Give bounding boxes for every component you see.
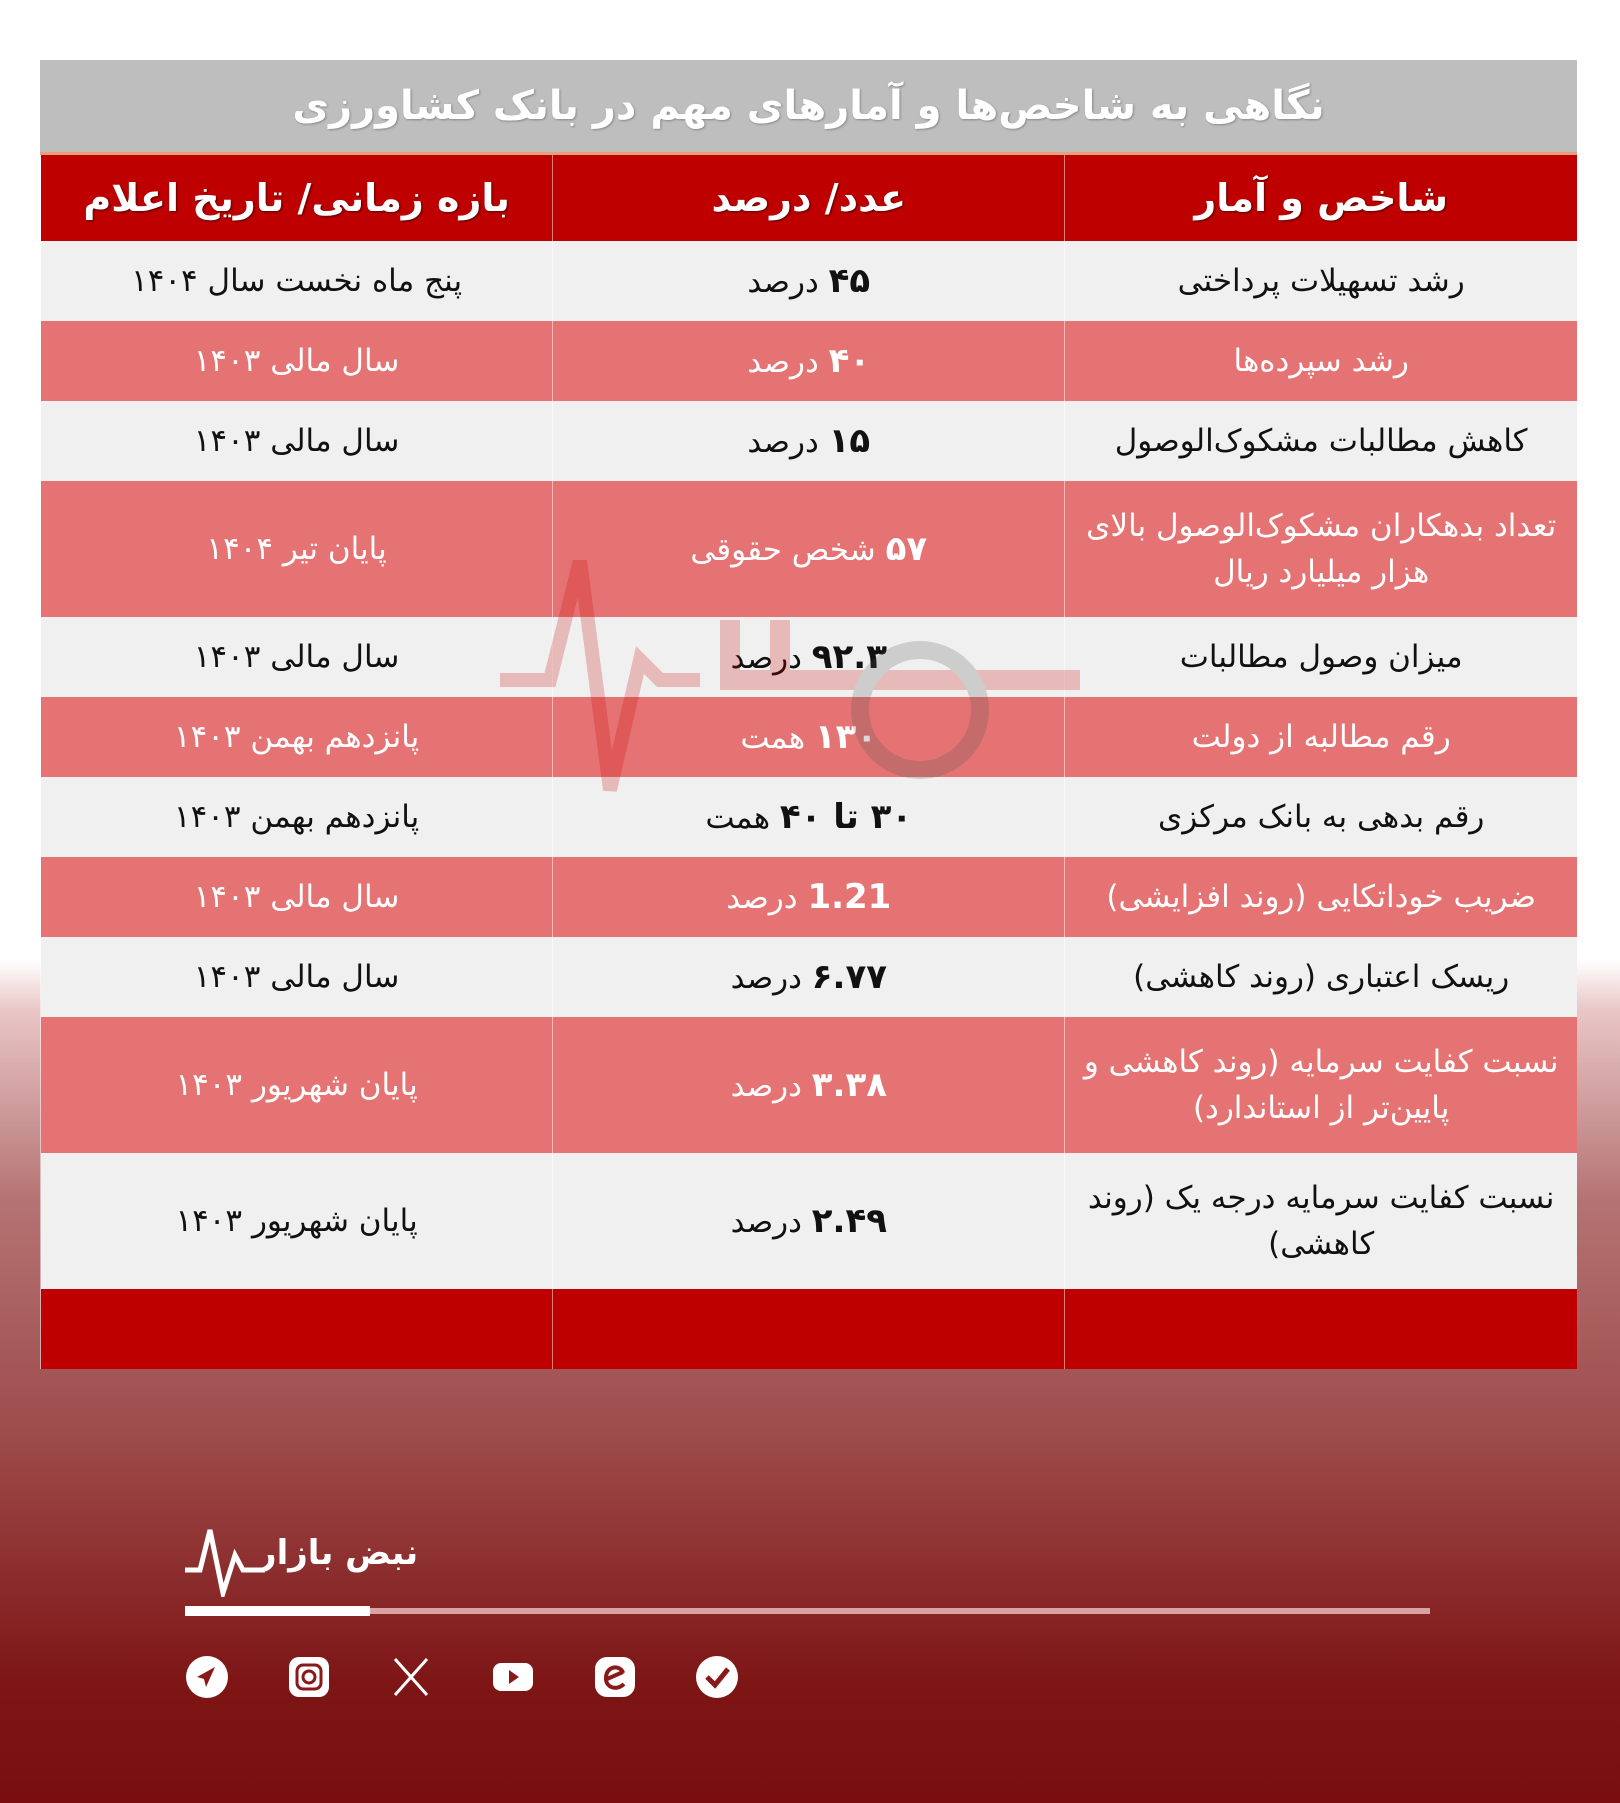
brand-name: نبض بازار (257, 1533, 419, 1573)
value-cell: ۱۵ درصد (552, 401, 1065, 481)
value-number: ۱۳۰ (814, 716, 878, 757)
value-cell: ۵۷ شخص حقوقی (552, 481, 1065, 617)
indicator-cell: رقم بدهی به بانک مرکزی (1064, 777, 1577, 857)
period-cell: سال مالی ۱۴۰۳ (39, 937, 553, 1017)
value-unit: درصد (747, 263, 819, 300)
eitaa-icon[interactable] (593, 1655, 637, 1699)
value-unit: درصد (730, 959, 802, 996)
period-cell: سال مالی ۱۴۰۳ (39, 321, 553, 401)
header-period: بازه زمانی/ تاریخ اعلام (39, 155, 553, 241)
indicator-cell: نسبت کفایت سرمایه درجه یک (روند کاهشی) (1064, 1153, 1577, 1289)
period-cell: سال مالی ۱۴۰۳ (39, 857, 553, 937)
value-cell: ۳.۳۸ درصد (552, 1017, 1065, 1153)
value-number: ۲.۴۹ (811, 1200, 887, 1241)
period-cell: سال مالی ۱۴۰۳ (39, 401, 553, 481)
value-number: ۵۷ (885, 528, 928, 569)
header-value: عدد/ درصد (552, 155, 1065, 241)
value-cell: ۴۵ درصد (552, 241, 1065, 321)
indicator-cell: کاهش مطالبات مشکوک‌الوصول (1064, 401, 1577, 481)
indicator-cell: رشد تسهیلات پرداختی (1064, 241, 1577, 321)
footer-divider-highlight (185, 1606, 370, 1616)
value-cell: ۲.۴۹ درصد (552, 1153, 1065, 1289)
period-cell: پایان شهریور ۱۴۰۳ (39, 1017, 553, 1153)
table-row: ضریب خوداتکایی (روند افزایشی) 1.21 درصد … (39, 857, 1577, 937)
footer-cell (1064, 1289, 1577, 1369)
value-unit: درصد (730, 1203, 802, 1240)
table-row: نسبت کفایت سرمایه درجه یک (روند کاهشی) ۲… (39, 1153, 1577, 1289)
table-row: رشد سپرده‌ها ۴۰ درصد سال مالی ۱۴۰۳ (39, 321, 1577, 401)
footer-cell (39, 1289, 553, 1369)
table-row: ریسک اعتباری (روند کاهشی) ۶.۷۷ درصد سال … (39, 937, 1577, 1017)
period-cell: پنج ماه نخست سال ۱۴۰۴ (39, 241, 553, 321)
table-header: شاخص و آمار عدد/ درصد بازه زمانی/ تاریخ … (39, 155, 1577, 241)
indicator-cell: رشد سپرده‌ها (1064, 321, 1577, 401)
value-unit: درصد (730, 1067, 802, 1104)
indicator-cell: ضریب خوداتکایی (روند افزایشی) (1064, 857, 1577, 937)
indicator-cell: رقم مطالبه از دولت (1064, 697, 1577, 777)
value-unit: درصد (747, 423, 819, 460)
table-row: نسبت کفایت سرمایه (روند کاهشی و پایین‌تر… (39, 1017, 1577, 1153)
value-number: 1.21 (807, 876, 892, 917)
period-cell: سال مالی ۱۴۰۳ (39, 617, 553, 697)
value-unit: درصد (747, 343, 819, 380)
x-icon[interactable] (389, 1655, 433, 1699)
value-number: ۴۰ (828, 340, 871, 381)
value-cell: ۶.۷۷ درصد (552, 937, 1065, 1017)
value-cell: 1.21 درصد (552, 857, 1065, 937)
page-title: نگاهی به شاخص‌ها و آمارهای مهم در بانک ک… (40, 60, 1577, 155)
period-cell: پایان تیر ۱۴۰۴ (39, 481, 553, 617)
social-links (185, 1655, 739, 1699)
value-unit: همت (705, 799, 771, 836)
table-row: کاهش مطالبات مشکوک‌الوصول ۱۵ درصد سال ما… (39, 401, 1577, 481)
stats-table: شاخص و آمار عدد/ درصد بازه زمانی/ تاریخ … (39, 155, 1577, 1369)
period-cell: پانزدهم بهمن ۱۴۰۳ (39, 697, 553, 777)
value-cell: ۱۳۰ همت (552, 697, 1065, 777)
instagram-icon[interactable] (287, 1655, 331, 1699)
value-number: ۳۰ تا ۴۰ (779, 796, 913, 837)
footer-cell (552, 1289, 1065, 1369)
table-row: تعداد بدهکاران مشکوک‌الوصول بالای هزار م… (39, 481, 1577, 617)
table-row: رقم مطالبه از دولت ۱۳۰ همت پانزدهم بهمن … (39, 697, 1577, 777)
value-number: ۳.۳۸ (811, 1064, 887, 1105)
indicator-cell: تعداد بدهکاران مشکوک‌الوصول بالای هزار م… (1064, 481, 1577, 617)
table-row: رشد تسهیلات پرداختی ۴۵ درصد پنج ماه نخست… (39, 241, 1577, 321)
brand-logo: نبض بازار (185, 1525, 419, 1597)
table-footer-row (39, 1289, 1577, 1369)
indicator-cell: ریسک اعتباری (روند کاهشی) (1064, 937, 1577, 1017)
bale-icon[interactable] (695, 1655, 739, 1699)
value-number: ۶.۷۷ (811, 956, 887, 997)
value-unit: شخص حقوقی (690, 531, 876, 568)
value-unit: درصد (726, 879, 798, 916)
indicator-cell: میزان وصول مطالبات (1064, 617, 1577, 697)
value-number: ۹۲.۳ (811, 636, 887, 677)
period-cell: پایان شهریور ۱۴۰۳ (39, 1153, 553, 1289)
period-cell: پانزدهم بهمن ۱۴۰۳ (39, 777, 553, 857)
value-unit: درصد (730, 639, 802, 676)
table-row: میزان وصول مطالبات ۹۲.۳ درصد سال مالی ۱۴… (39, 617, 1577, 697)
value-cell: ۴۰ درصد (552, 321, 1065, 401)
value-unit: همت (740, 719, 806, 756)
indicator-cell: نسبت کفایت سرمایه (روند کاهشی و پایین‌تر… (1064, 1017, 1577, 1153)
youtube-icon[interactable] (491, 1655, 535, 1699)
pulse-icon (185, 1529, 265, 1597)
telegram-icon[interactable] (185, 1655, 229, 1699)
value-number: ۱۵ (828, 420, 871, 461)
value-cell: ۳۰ تا ۴۰ همت (552, 777, 1065, 857)
stats-table-container: نگاهی به شاخص‌ها و آمارهای مهم در بانک ک… (39, 60, 1577, 1369)
value-number: ۴۵ (828, 260, 871, 301)
table-row: رقم بدهی به بانک مرکزی ۳۰ تا ۴۰ همت پانز… (39, 777, 1577, 857)
header-indicator: شاخص و آمار (1064, 155, 1577, 241)
footer-divider (185, 1606, 1430, 1616)
value-cell: ۹۲.۳ درصد (552, 617, 1065, 697)
